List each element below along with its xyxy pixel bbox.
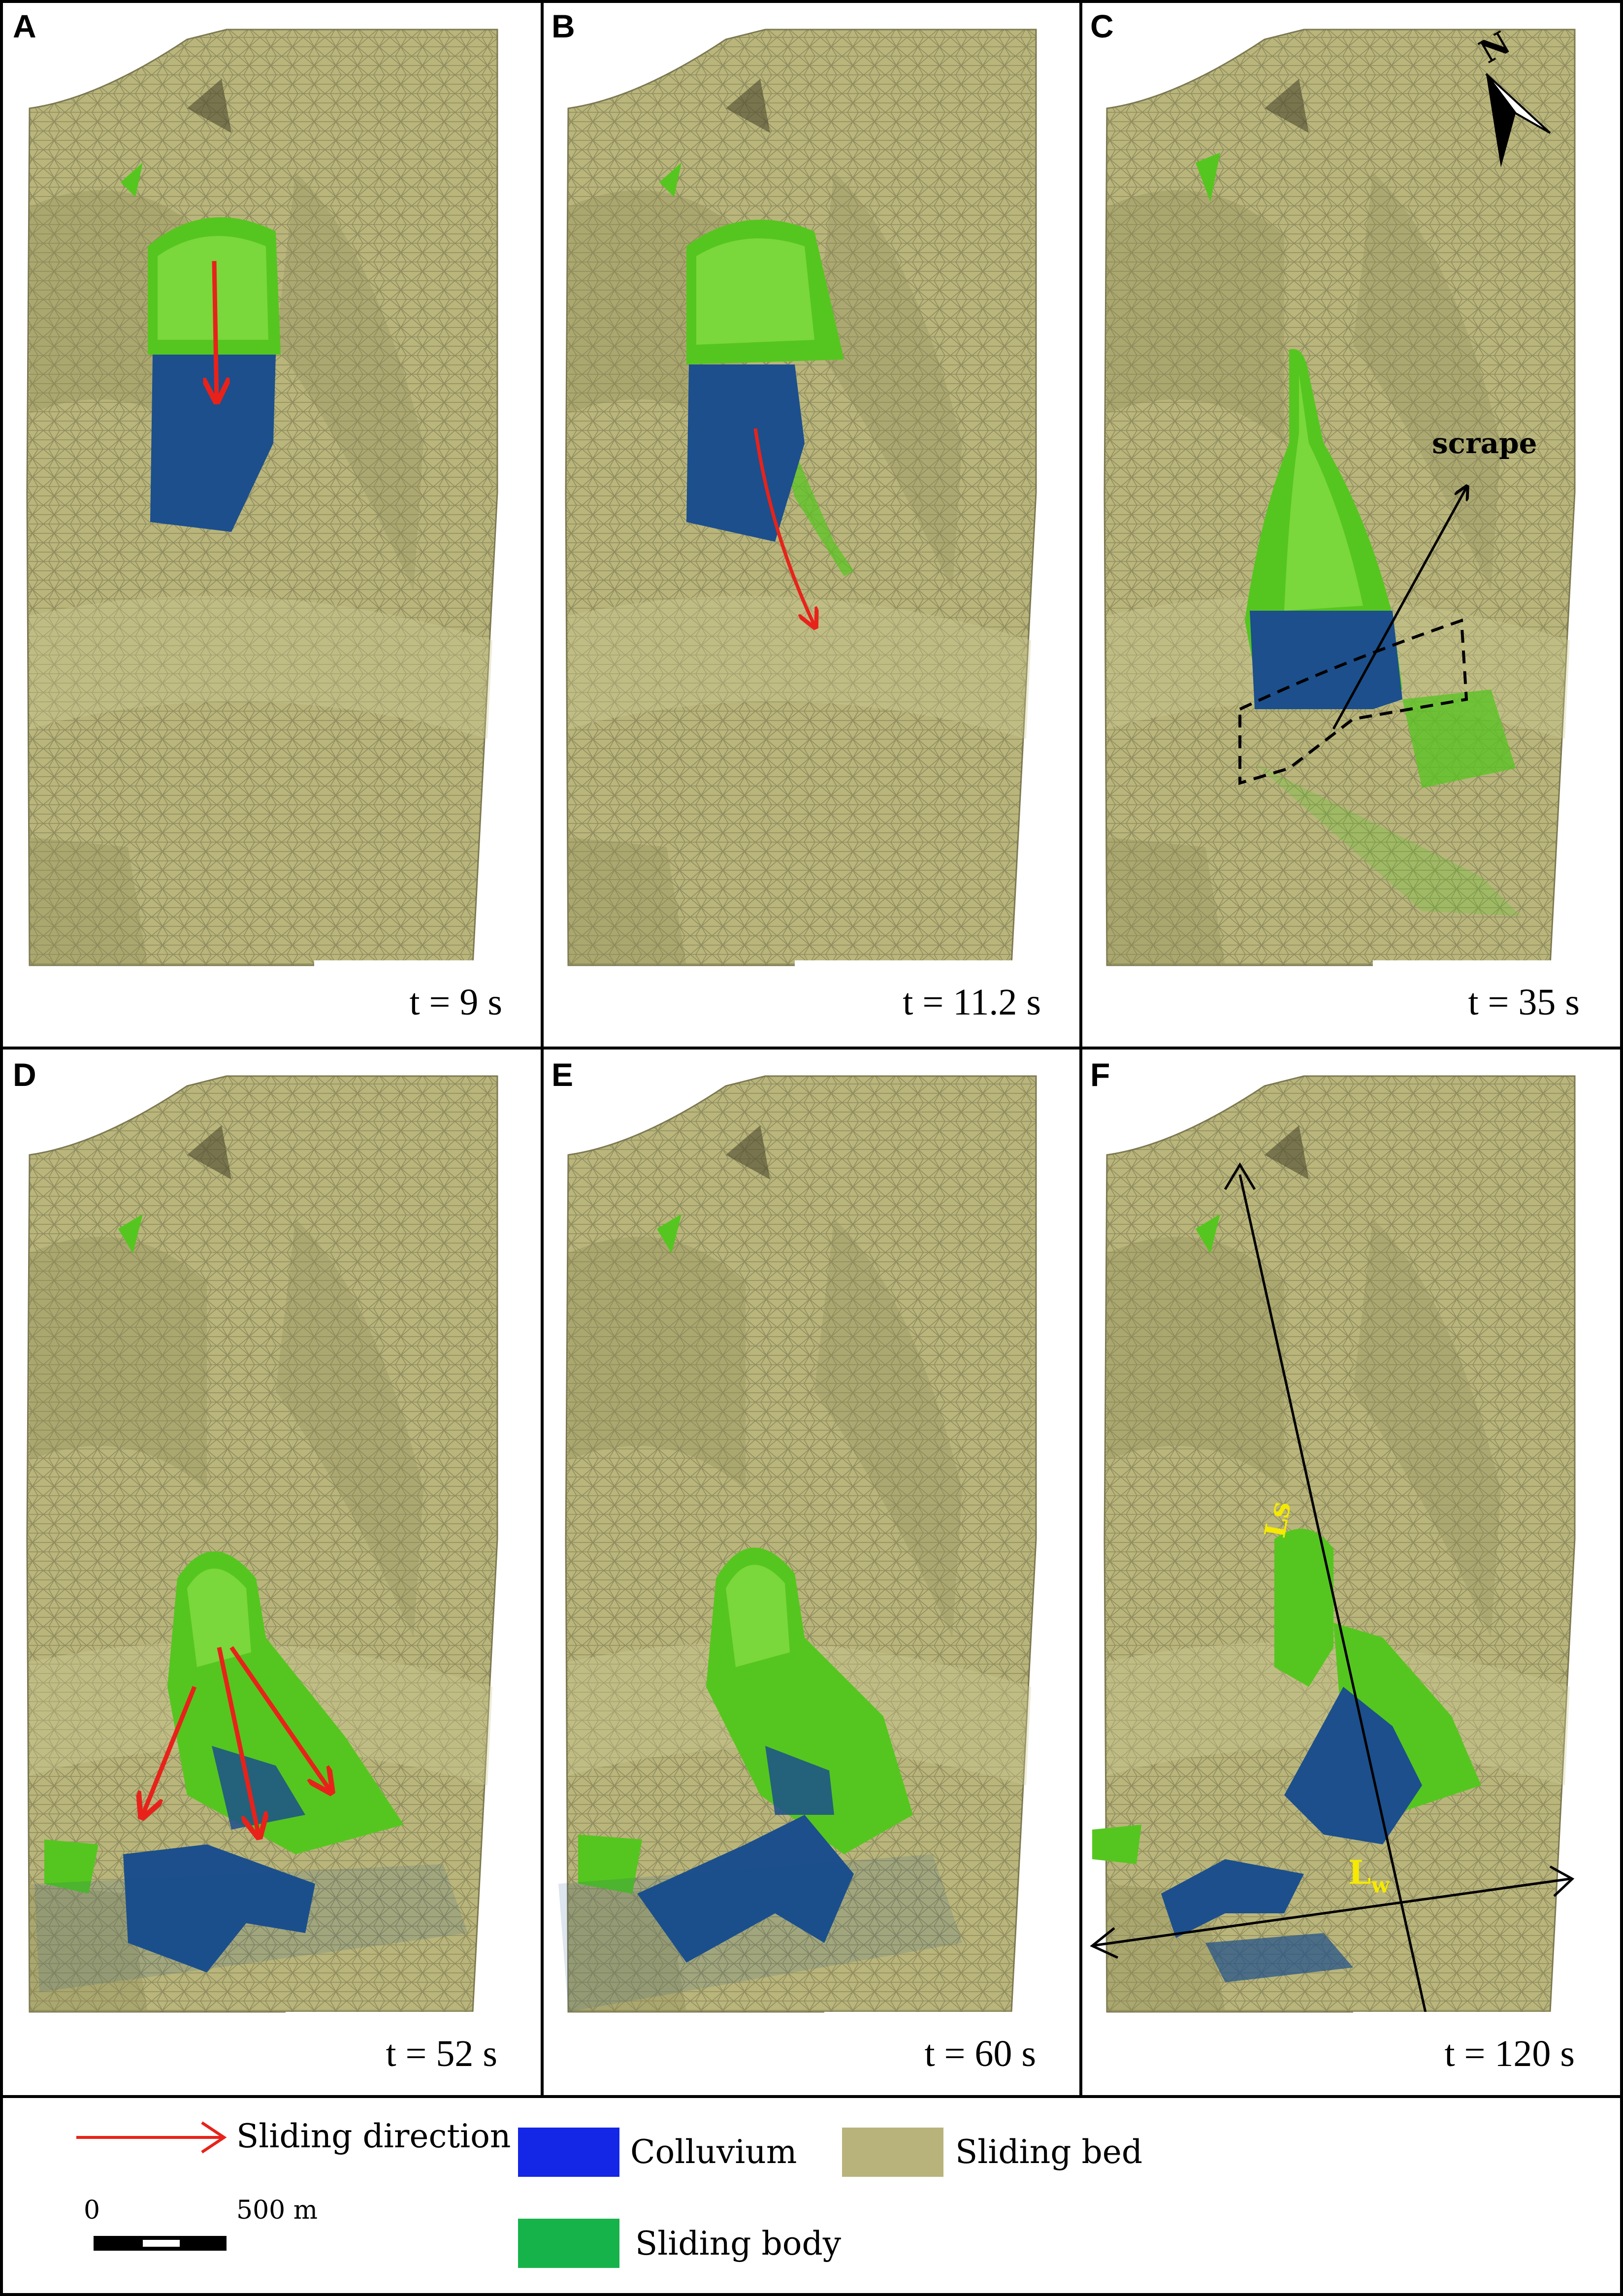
colluvium-swatch (518, 2128, 619, 2177)
time-label-box (1373, 960, 1609, 1039)
time-label-box (795, 960, 1071, 1039)
colluvium-mass (150, 355, 276, 532)
scale-end-label: 500 m (236, 2196, 318, 2225)
sliding-body-swatch (518, 2219, 619, 2268)
scale-start-label: 0 (84, 2196, 100, 2225)
sliding-body-mass (659, 163, 854, 576)
colluvium-mass (558, 1746, 962, 2012)
ls-label: Ls (1258, 1499, 1298, 1540)
ls-arrowhead-top (1224, 1162, 1256, 1190)
lw-width-line (1094, 1877, 1570, 1947)
colluvium-mass (1250, 611, 1402, 709)
scrape-arrow (1332, 488, 1466, 730)
sliding-direction-arrow (143, 1686, 197, 1815)
sliding-bed-terrain (1104, 1075, 1576, 2013)
lw-label: Lw (1348, 1853, 1390, 1898)
ls-length-line (1238, 1174, 1433, 2042)
colluvium-mass (686, 364, 805, 542)
time-label-box (314, 960, 531, 1039)
sliding-body-mass (578, 1214, 913, 1894)
time-label: t = 60 s (924, 2033, 1036, 2074)
scrape-zone-outline (1238, 618, 1468, 786)
time-label: t = 11.2 s (903, 982, 1041, 1023)
sliding-direction-arrow (217, 1647, 259, 1835)
colluvium-mass (1161, 1687, 1422, 1982)
legend: Sliding direction Colluvium Sliding bed … (76, 2117, 1142, 2268)
panel-d: t = 52 s D (13, 1056, 532, 2091)
lw-arrowhead-right (1549, 1865, 1575, 1897)
panel-letter: A (13, 8, 36, 44)
scale-bar: 0 500 m (84, 2196, 318, 2251)
time-label: t = 52 s (386, 2033, 497, 2074)
time-label: t = 120 s (1444, 2033, 1575, 2074)
panel-letter: C (1090, 8, 1114, 44)
panel-letter: F (1090, 1056, 1110, 1093)
panel-c: scrape N t = 35 s C (1090, 8, 1609, 1039)
legend-colluvium: Colluvium (630, 2133, 797, 2171)
time-label: t = 35 s (1468, 982, 1580, 1023)
panel-letter: D (13, 1056, 36, 1093)
panel-letter: B (552, 8, 575, 44)
sliding-direction-arrowhead (201, 2121, 227, 2154)
panel-a: t = 9 s A (13, 8, 531, 1039)
panel-e: t = 60 s E (552, 1056, 1071, 2091)
sliding-bed-swatch (842, 2128, 943, 2177)
sliding-bed-terrain (26, 29, 498, 966)
time-label-box (824, 2012, 1071, 2091)
panel-f: Ls Lw t = 120 s F (1090, 1056, 1609, 2091)
scale-bar-segment (143, 2240, 180, 2247)
sliding-direction-arrow (229, 1646, 330, 1790)
scrape-label: scrape (1432, 426, 1537, 460)
panel-b: t = 11.2 s B (552, 8, 1071, 1039)
legend-sliding-body: Sliding body (635, 2225, 842, 2263)
colluvium-mass (34, 1746, 468, 1992)
time-label-box (286, 2012, 532, 2091)
lw-arrowhead-left (1090, 1927, 1119, 1959)
sliding-direction-arrow (753, 428, 814, 625)
time-label-box (1353, 2012, 1609, 2091)
legend-sliding-bed: Sliding bed (955, 2133, 1142, 2171)
panel-letter: E (552, 1056, 573, 1093)
time-label: t = 9 s (409, 982, 502, 1023)
legend-sliding-direction: Sliding direction (236, 2117, 511, 2155)
sliding-direction-arrow (214, 261, 217, 399)
